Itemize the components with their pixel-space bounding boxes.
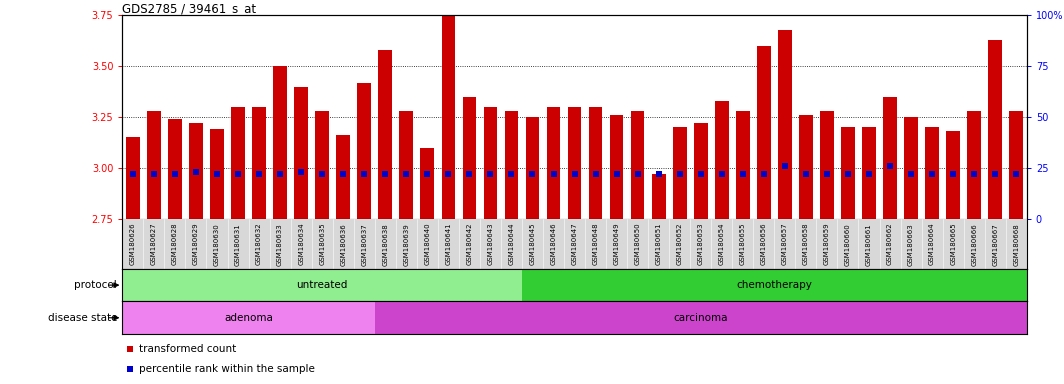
Bar <box>820 111 834 219</box>
Text: GSM180656: GSM180656 <box>761 223 767 265</box>
Text: GSM180634: GSM180634 <box>298 223 304 265</box>
Text: GSM180646: GSM180646 <box>550 223 556 265</box>
Bar <box>211 129 223 219</box>
Bar <box>757 46 770 219</box>
Text: GSM180665: GSM180665 <box>950 223 957 265</box>
Text: GSM180655: GSM180655 <box>739 223 746 265</box>
Bar <box>1010 111 1024 219</box>
Bar <box>588 107 602 219</box>
Text: GSM180661: GSM180661 <box>866 223 872 266</box>
Bar <box>122 269 522 301</box>
Text: percentile rank within the sample: percentile rank within the sample <box>138 364 315 374</box>
Text: GSM180668: GSM180668 <box>1013 223 1019 266</box>
Bar <box>122 301 375 334</box>
Bar <box>252 107 266 219</box>
Text: GSM180648: GSM180648 <box>593 223 599 265</box>
Bar <box>778 30 792 219</box>
Text: GSM180651: GSM180651 <box>655 223 662 265</box>
Text: chemotherapy: chemotherapy <box>736 280 812 290</box>
Text: GSM180633: GSM180633 <box>277 223 283 266</box>
Text: GSM180637: GSM180637 <box>362 223 367 266</box>
Text: GSM180642: GSM180642 <box>466 223 472 265</box>
Bar <box>442 15 455 219</box>
Text: transformed count: transformed count <box>138 344 236 354</box>
Bar <box>672 127 686 219</box>
Text: GSM180663: GSM180663 <box>908 223 914 266</box>
Text: untreated: untreated <box>297 280 348 290</box>
Text: GSM180652: GSM180652 <box>677 223 683 265</box>
Bar <box>694 123 708 219</box>
Text: GSM180650: GSM180650 <box>634 223 641 265</box>
Bar <box>375 301 1027 334</box>
Bar <box>526 117 539 219</box>
Text: GSM180639: GSM180639 <box>403 223 410 266</box>
Text: GSM180631: GSM180631 <box>235 223 242 266</box>
Bar <box>842 127 854 219</box>
Bar <box>295 87 307 219</box>
Text: disease state: disease state <box>48 313 117 323</box>
Text: GSM180632: GSM180632 <box>256 223 262 265</box>
Text: GSM180643: GSM180643 <box>487 223 494 265</box>
Bar <box>189 123 203 219</box>
Bar <box>799 115 813 219</box>
Bar <box>610 115 624 219</box>
Text: GSM180649: GSM180649 <box>614 223 619 265</box>
Text: adenoma: adenoma <box>225 313 273 323</box>
Bar <box>399 111 413 219</box>
Bar <box>715 101 729 219</box>
Bar <box>967 111 981 219</box>
Text: GSM180641: GSM180641 <box>446 223 451 265</box>
Bar <box>126 137 139 219</box>
Text: GSM180626: GSM180626 <box>130 223 136 265</box>
Text: GSM180654: GSM180654 <box>719 223 725 265</box>
Text: GSM180635: GSM180635 <box>319 223 326 265</box>
Bar <box>463 97 477 219</box>
Text: GSM180659: GSM180659 <box>824 223 830 265</box>
Text: GSM180628: GSM180628 <box>172 223 178 265</box>
Text: GSM180647: GSM180647 <box>571 223 578 265</box>
Bar <box>946 131 960 219</box>
Text: GSM180662: GSM180662 <box>887 223 893 265</box>
Bar <box>147 111 161 219</box>
Bar <box>315 111 329 219</box>
Bar <box>736 111 750 219</box>
Bar <box>547 107 561 219</box>
Text: GSM180645: GSM180645 <box>530 223 535 265</box>
Text: GSM180636: GSM180636 <box>340 223 346 266</box>
Text: GSM180638: GSM180638 <box>382 223 388 266</box>
Bar <box>988 40 1002 219</box>
Text: GSM180640: GSM180640 <box>425 223 430 265</box>
Bar <box>926 127 938 219</box>
Bar <box>904 117 918 219</box>
Bar <box>420 147 434 219</box>
Bar <box>504 111 518 219</box>
Text: GSM180644: GSM180644 <box>509 223 515 265</box>
Bar <box>231 107 245 219</box>
Bar <box>168 119 182 219</box>
Text: GSM180630: GSM180630 <box>214 223 220 266</box>
Bar <box>522 269 1027 301</box>
Bar <box>652 174 665 219</box>
Text: GSM180666: GSM180666 <box>971 223 977 266</box>
Bar <box>336 136 350 219</box>
Text: protocol: protocol <box>74 280 117 290</box>
Text: GDS2785 / 39461_s_at: GDS2785 / 39461_s_at <box>122 2 256 15</box>
Text: GSM180657: GSM180657 <box>782 223 787 265</box>
Bar <box>484 107 497 219</box>
Bar <box>568 107 581 219</box>
Bar <box>631 111 645 219</box>
Bar <box>273 66 287 219</box>
Bar <box>379 50 393 219</box>
Text: GSM180660: GSM180660 <box>845 223 851 266</box>
Text: carcinoma: carcinoma <box>674 313 728 323</box>
Text: GSM180667: GSM180667 <box>993 223 998 266</box>
Text: GSM180653: GSM180653 <box>698 223 703 265</box>
Text: GSM180629: GSM180629 <box>193 223 199 265</box>
Text: GSM180627: GSM180627 <box>151 223 156 265</box>
Bar <box>883 97 897 219</box>
Text: GSM180658: GSM180658 <box>803 223 809 265</box>
Bar <box>358 83 371 219</box>
Bar <box>862 127 876 219</box>
Text: GSM180664: GSM180664 <box>929 223 935 265</box>
